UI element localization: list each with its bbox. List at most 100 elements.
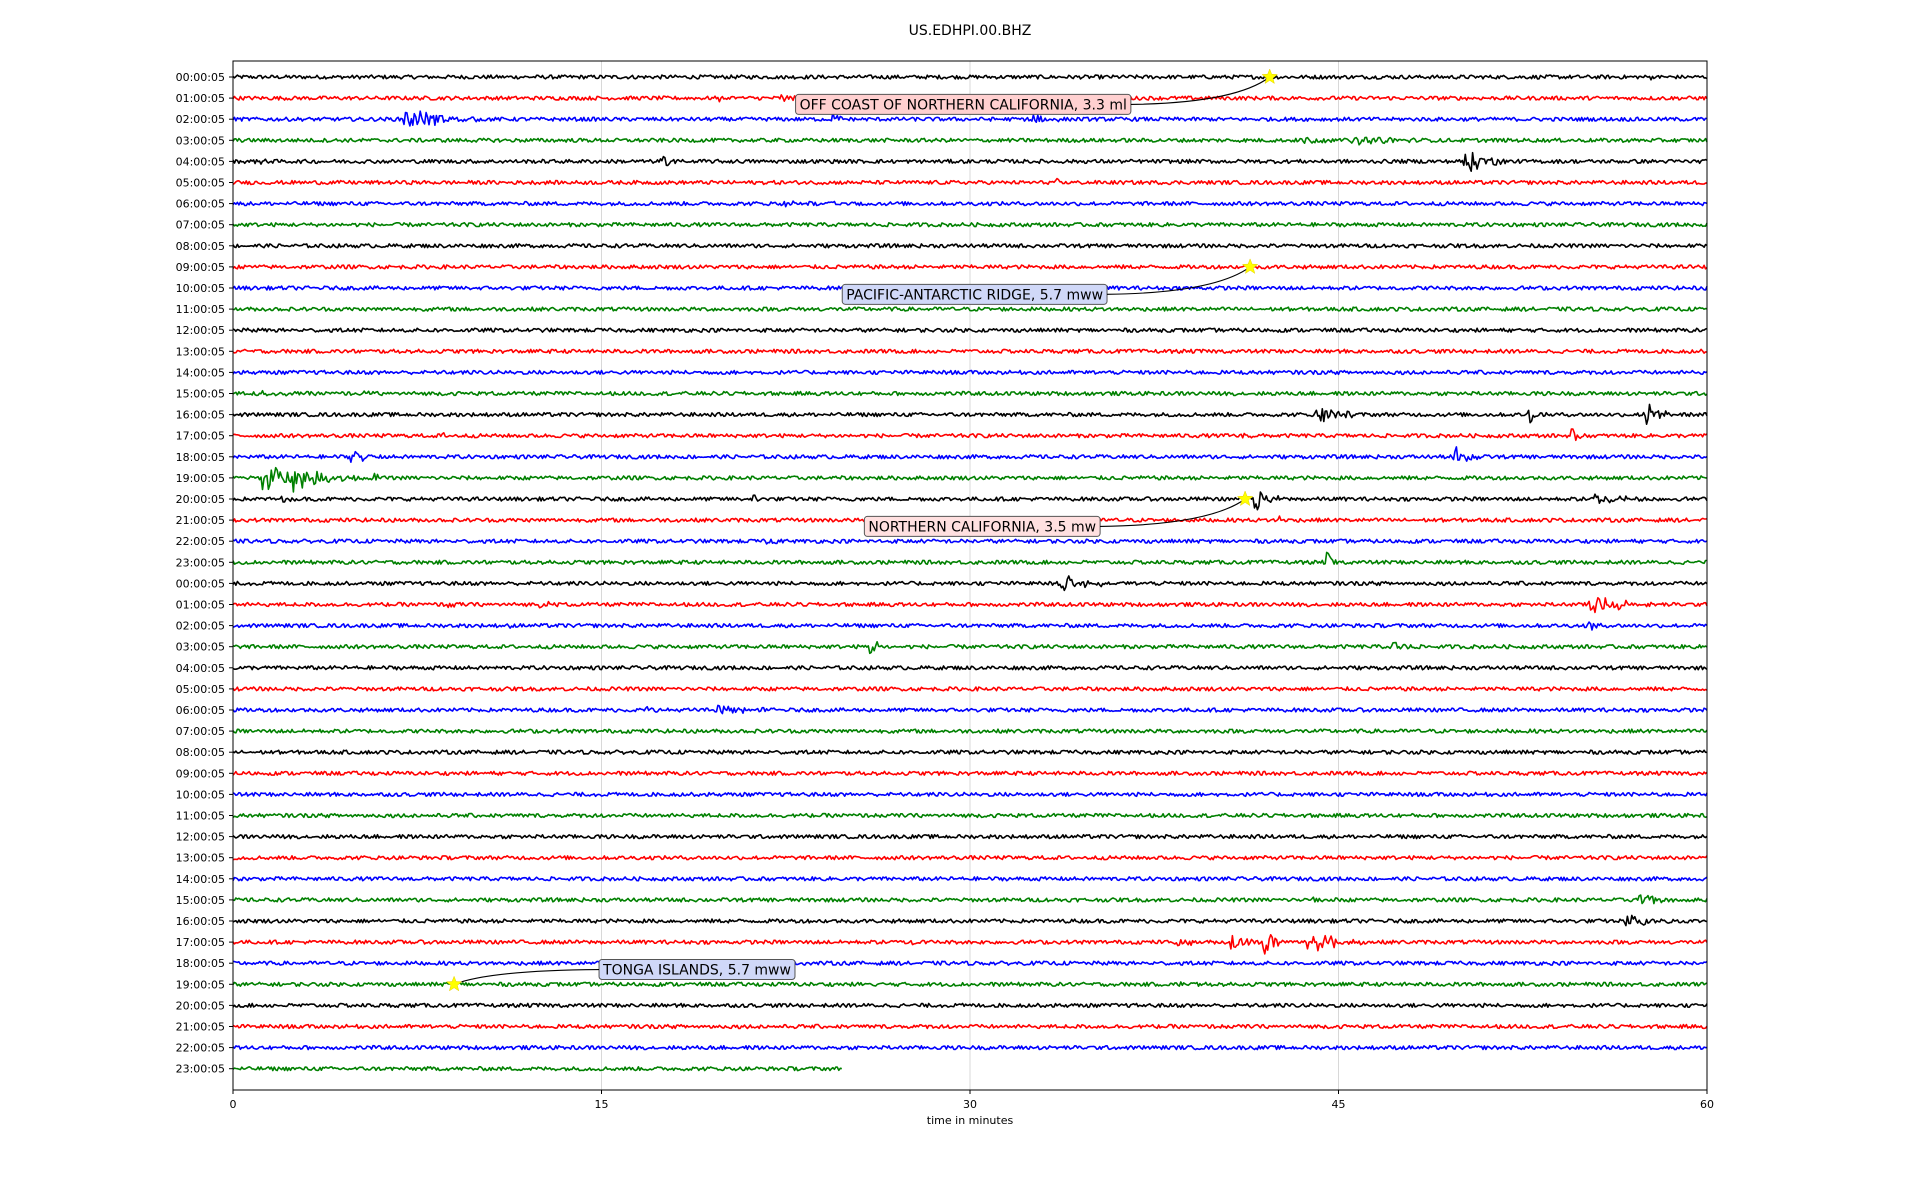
x-tick-label: 30 [963, 1098, 977, 1111]
row-time-label: 01:00:05 [176, 92, 225, 105]
trace-row [232, 575, 1708, 592]
trace-row [232, 665, 1708, 671]
row-time-label: 02:00:05 [176, 620, 225, 633]
row-time-label: 21:00:05 [176, 514, 225, 527]
row-time-label: 17:00:05 [176, 936, 225, 949]
trace-row [232, 981, 1708, 987]
row-time-label: 13:00:05 [176, 852, 225, 865]
trace-row [232, 428, 1708, 442]
trace-row [232, 621, 1708, 631]
row-time-label: 12:00:05 [176, 324, 225, 337]
event-star-marker [1261, 68, 1278, 85]
event-annotation: OFF COAST OF NORTHERN CALIFORNIA, 3.3 ml [795, 68, 1278, 115]
row-time-label: 20:00:05 [176, 493, 225, 506]
row-time-label: 08:00:05 [176, 240, 225, 253]
event-connector [1107, 266, 1251, 295]
x-tick-label: 0 [230, 1098, 237, 1111]
trace-row [232, 791, 1708, 798]
row-time-label: 15:00:05 [176, 894, 225, 907]
row-time-label: 13:00:05 [176, 345, 225, 358]
trace-row [232, 960, 1708, 966]
x-axis-ticks: 0 15 30 45 60 [230, 1090, 1714, 1111]
trace-row [232, 641, 1708, 655]
event-annotation: NORTHERN CALIFORNIA, 3.5 mw [863, 490, 1254, 537]
trace-row [232, 833, 1708, 840]
trace-row [232, 914, 1708, 927]
row-time-label: 18:00:05 [176, 957, 225, 970]
row-time-label: 23:00:05 [176, 1063, 225, 1076]
trace-row [232, 728, 1708, 734]
row-time-label: 03:00:05 [176, 641, 225, 654]
row-time-labels: 00:00:05 01:00:05 02:00:05 03:00:05 04:00:05… [176, 71, 233, 1076]
event-star-marker [1241, 258, 1259, 274]
row-time-label: 14:00:05 [176, 873, 225, 886]
x-tick-label: 45 [1332, 1098, 1346, 1111]
trace-row [232, 934, 1708, 955]
event-star-marker [1236, 490, 1254, 507]
row-time-label: 19:00:05 [176, 472, 225, 485]
row-time-label: 22:00:05 [176, 1042, 225, 1055]
chart-title: US.EDHPI.00.BHZ [909, 23, 1032, 39]
trace-row [232, 1066, 843, 1072]
trace-row [232, 389, 1708, 397]
row-time-label: 10:00:05 [176, 282, 225, 295]
row-time-label: 19:00:05 [176, 978, 225, 991]
row-time-label: 06:00:05 [176, 198, 225, 211]
row-time-label: 11:00:05 [176, 810, 225, 823]
event-annotation: PACIFIC-ANTARCTIC RIDGE, 5.7 mww [841, 258, 1259, 305]
row-time-label: 05:00:05 [176, 683, 225, 696]
trace-row [232, 1044, 1708, 1051]
trace-row [232, 369, 1708, 376]
event-label: OFF COAST OF NORTHERN CALIFORNIA, 3.3 ml [800, 97, 1127, 113]
event-star-marker [445, 975, 463, 992]
trace-row [232, 812, 1708, 819]
row-time-label: 09:00:05 [176, 261, 225, 274]
trace-row [232, 1002, 1708, 1009]
trace-row [232, 704, 1708, 715]
trace-row [232, 597, 1708, 614]
row-time-label: 12:00:05 [176, 831, 225, 844]
trace-row [232, 749, 1707, 755]
row-time-label: 07:00:05 [176, 725, 225, 738]
x-tick-label: 15 [595, 1098, 609, 1111]
row-time-label: 07:00:05 [176, 219, 225, 232]
trace-row [233, 306, 1708, 312]
x-axis-label: time in minutes [927, 1114, 1014, 1127]
row-time-label: 10:00:05 [176, 788, 225, 801]
trace-row [232, 222, 1708, 228]
row-time-label: 21:00:05 [176, 1021, 225, 1034]
trace-row [232, 136, 1708, 146]
trace-row [232, 151, 1708, 172]
trace-row [232, 200, 1708, 208]
row-time-label: 04:00:05 [176, 155, 225, 168]
row-time-label: 08:00:05 [176, 746, 225, 759]
trace-row [232, 686, 1708, 692]
event-connector [1100, 498, 1246, 527]
trace-row [232, 855, 1708, 861]
trace-row [232, 491, 1708, 511]
event-annotation: TONGA ISLANDS, 5.7 mww [445, 959, 796, 992]
event-label: NORTHERN CALIFORNIA, 3.5 mw [868, 519, 1096, 535]
trace-row [232, 348, 1708, 354]
trace-row [232, 446, 1708, 463]
x-tick-label: 60 [1700, 1098, 1714, 1111]
row-time-label: 09:00:05 [176, 767, 225, 780]
trace-row [232, 110, 1707, 127]
row-time-label: 16:00:05 [176, 915, 225, 928]
row-time-label: 22:00:05 [176, 535, 225, 548]
row-time-label: 23:00:05 [176, 556, 225, 569]
row-time-label: 18:00:05 [176, 451, 225, 464]
trace-row [232, 327, 1708, 333]
row-time-label: 04:00:05 [176, 662, 225, 675]
trace-row [232, 770, 1708, 776]
row-time-label: 02:00:05 [176, 113, 225, 126]
row-time-label: 01:00:05 [176, 599, 225, 612]
row-time-label: 20:00:05 [176, 999, 225, 1012]
event-label: TONGA ISLANDS, 5.7 mww [602, 963, 791, 979]
trace-row [232, 264, 1708, 270]
trace-row [232, 403, 1708, 425]
event-connector [453, 968, 600, 985]
trace-row [232, 74, 1708, 81]
event-annotations: OFF COAST OF NORTHERN CALIFORNIA, 3.3 ml… [445, 68, 1278, 992]
